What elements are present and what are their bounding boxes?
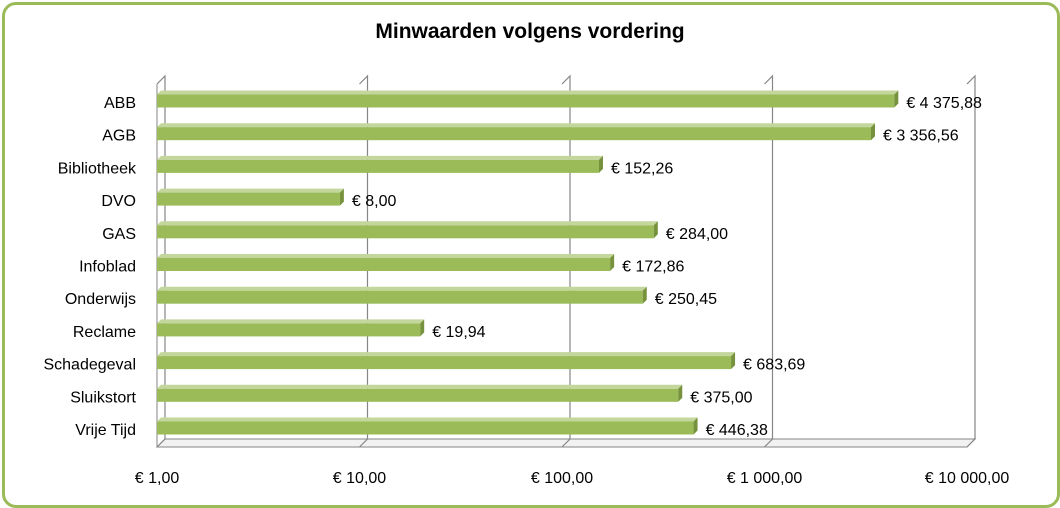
gridline (764, 74, 774, 448)
category-label: Infoblad (79, 259, 136, 276)
bar-top (157, 286, 647, 291)
bar-end (678, 384, 683, 402)
gridline (966, 74, 976, 448)
bar-end (653, 221, 658, 239)
data-label: € 19,94 (432, 324, 485, 341)
x-tick-label: € 10 000,00 (925, 470, 1010, 487)
data-label: € 446,38 (706, 422, 768, 439)
category-label: ABB (104, 95, 136, 112)
category-label: AGB (102, 128, 136, 145)
category-label: Bibliotheek (58, 160, 137, 177)
bar-end (894, 90, 899, 108)
bar-reclame (157, 319, 425, 337)
bar-onderwijs (157, 286, 647, 304)
data-label: € 250,45 (655, 291, 717, 308)
bar-front (157, 388, 679, 402)
bar-top (157, 90, 899, 95)
category-labels: ABB AGB Bibliotheek DVO GAS Infoblad Onderwijs… (43, 95, 137, 439)
category-label: Reclame (73, 324, 136, 341)
data-label: € 4 375,88 (906, 95, 982, 112)
bar-end (870, 123, 875, 141)
bar-top (157, 221, 658, 226)
bar-front (157, 356, 732, 370)
bar-front (157, 323, 421, 337)
data-label: € 8,00 (352, 193, 397, 210)
bar-dvo (157, 188, 344, 206)
bar-infoblad (157, 254, 615, 271)
bar-front (157, 159, 599, 173)
bar-end (339, 188, 344, 206)
bar-schadegeval (157, 352, 736, 370)
x-tick-label: € 10,00 (333, 470, 386, 487)
bar-top (157, 254, 615, 258)
data-label: € 172,86 (622, 259, 684, 276)
bar-top (157, 352, 736, 357)
bar-top (157, 123, 875, 128)
bar-end (731, 352, 736, 370)
bar-front (157, 290, 643, 304)
bar-top (157, 417, 698, 422)
bar-bibliotheek (157, 155, 603, 173)
data-label: € 284,00 (666, 226, 728, 243)
bar-top (157, 384, 683, 389)
bar-front (157, 192, 340, 206)
bar-end (693, 417, 698, 435)
x-tick-label: € 1 000,00 (727, 470, 803, 487)
bars (157, 90, 899, 435)
bar-gas (157, 221, 658, 239)
bar-front (157, 127, 871, 141)
x-tick-labels: € 1,00 € 10,00 € 100,00 € 1 000,00 € 10 000,… (135, 470, 1010, 487)
bar-sluikstort (157, 384, 683, 402)
data-label: € 152,26 (611, 160, 673, 177)
data-label: € 683,69 (743, 357, 805, 374)
chart-title: Minwaarden volgens vordering (375, 20, 685, 43)
category-label: Vrije Tijd (75, 422, 136, 439)
bar-front (157, 421, 694, 435)
bar-end (642, 286, 647, 304)
x-tick-label: € 1,00 (135, 470, 180, 487)
category-label: Schadegeval (43, 357, 136, 374)
category-label: DVO (101, 193, 136, 210)
category-label: Onderwijs (65, 291, 136, 308)
bar-top (157, 188, 344, 193)
bar-abb (157, 90, 899, 108)
bar-end (598, 155, 603, 173)
category-label: GAS (102, 226, 136, 243)
bar-top (157, 319, 425, 324)
bar-vrije-tijd (157, 417, 698, 435)
data-label: € 3 356,56 (883, 128, 959, 145)
bar-front (157, 258, 611, 271)
bar-end (610, 254, 615, 271)
bar-agb (157, 123, 875, 141)
bar-end (420, 319, 425, 337)
bar-front (157, 94, 895, 108)
bar-front (157, 225, 654, 239)
x-tick-label: € 100,00 (531, 470, 593, 487)
data-label: € 375,00 (690, 389, 752, 406)
data-labels: € 4 375,88 € 3 356,56 € 152,26 € 8,00 € 284,… (352, 95, 982, 439)
category-label: Sluikstort (70, 389, 136, 406)
bar-top (157, 155, 603, 160)
